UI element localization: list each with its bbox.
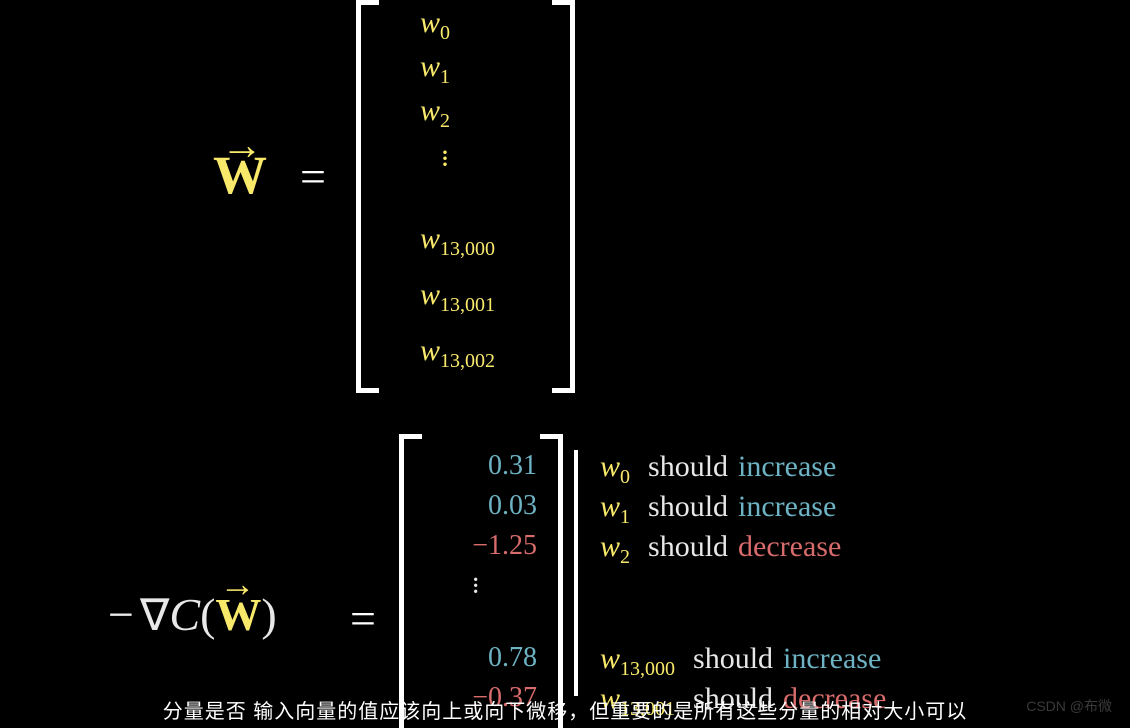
direction-word: increase bbox=[738, 490, 836, 523]
gradient-annotation-row: w1 should increase bbox=[600, 490, 836, 529]
direction-word: decrease bbox=[738, 530, 841, 563]
vector-arrow-icon: → bbox=[219, 563, 255, 605]
vertical-divider bbox=[574, 450, 578, 696]
weight-entry: w0 bbox=[420, 6, 450, 45]
gradient-value: 0.03 bbox=[417, 490, 537, 522]
vector-arrow-icon: → bbox=[221, 122, 264, 170]
should-word: should bbox=[648, 530, 728, 563]
cost-C: C bbox=[169, 589, 200, 640]
neg-gradient-label: −∇C(→W) bbox=[108, 588, 277, 641]
equals-sign-top: = bbox=[300, 150, 326, 203]
direction-word: increase bbox=[783, 642, 881, 675]
gradient-value: 0.31 bbox=[417, 450, 537, 482]
subtitle-caption: 分量是否 输入向量的值应该向上或向下微移，但重要的是所有这些分量的相对大小可以 bbox=[0, 695, 1130, 724]
watermark: CSDN @布微 bbox=[1026, 696, 1112, 716]
weight-ref: w13,000 bbox=[600, 642, 675, 675]
weight-ref: w0 bbox=[600, 450, 630, 483]
gradient-annotation-row: w0 should increase bbox=[600, 450, 836, 489]
direction-word: increase bbox=[738, 450, 836, 483]
nabla-icon: ∇ bbox=[140, 591, 169, 640]
minus-sign: − bbox=[108, 589, 134, 640]
vector-W-symbol: → W bbox=[213, 144, 268, 206]
gradient-value: −1.25 bbox=[417, 530, 537, 562]
vector-W-in-grad: →W bbox=[215, 589, 261, 640]
should-word: should bbox=[648, 450, 728, 483]
close-paren: ) bbox=[261, 589, 276, 640]
should-word: should bbox=[693, 642, 773, 675]
weight-ref: w1 bbox=[600, 490, 630, 523]
vdots: ··· bbox=[440, 150, 450, 168]
weight-entry: w1 bbox=[420, 50, 450, 89]
weight-entry: w2 bbox=[420, 94, 450, 133]
gradient-annotation-row: w2 should decrease bbox=[600, 530, 841, 569]
weight-entry: w13,000 bbox=[420, 222, 495, 261]
open-paren: ( bbox=[200, 589, 215, 640]
bracket-top-right bbox=[552, 0, 575, 393]
math-diagram: → W = w0w1w2···w13,000w13,001w13,002 −∇C… bbox=[0, 0, 1130, 728]
equals-sign-bottom: = bbox=[350, 592, 376, 645]
bracket-bottom-right bbox=[540, 434, 563, 728]
weight-ref: w2 bbox=[600, 530, 630, 563]
vdots: ··· bbox=[471, 578, 480, 596]
gradient-value: 0.78 bbox=[417, 642, 537, 674]
gradient-annotation-row: w13,000 should increase bbox=[600, 642, 881, 681]
should-word: should bbox=[648, 490, 728, 523]
bracket-top-left bbox=[356, 0, 379, 393]
weight-entry: w13,001 bbox=[420, 278, 495, 317]
weight-entry: w13,002 bbox=[420, 334, 495, 373]
